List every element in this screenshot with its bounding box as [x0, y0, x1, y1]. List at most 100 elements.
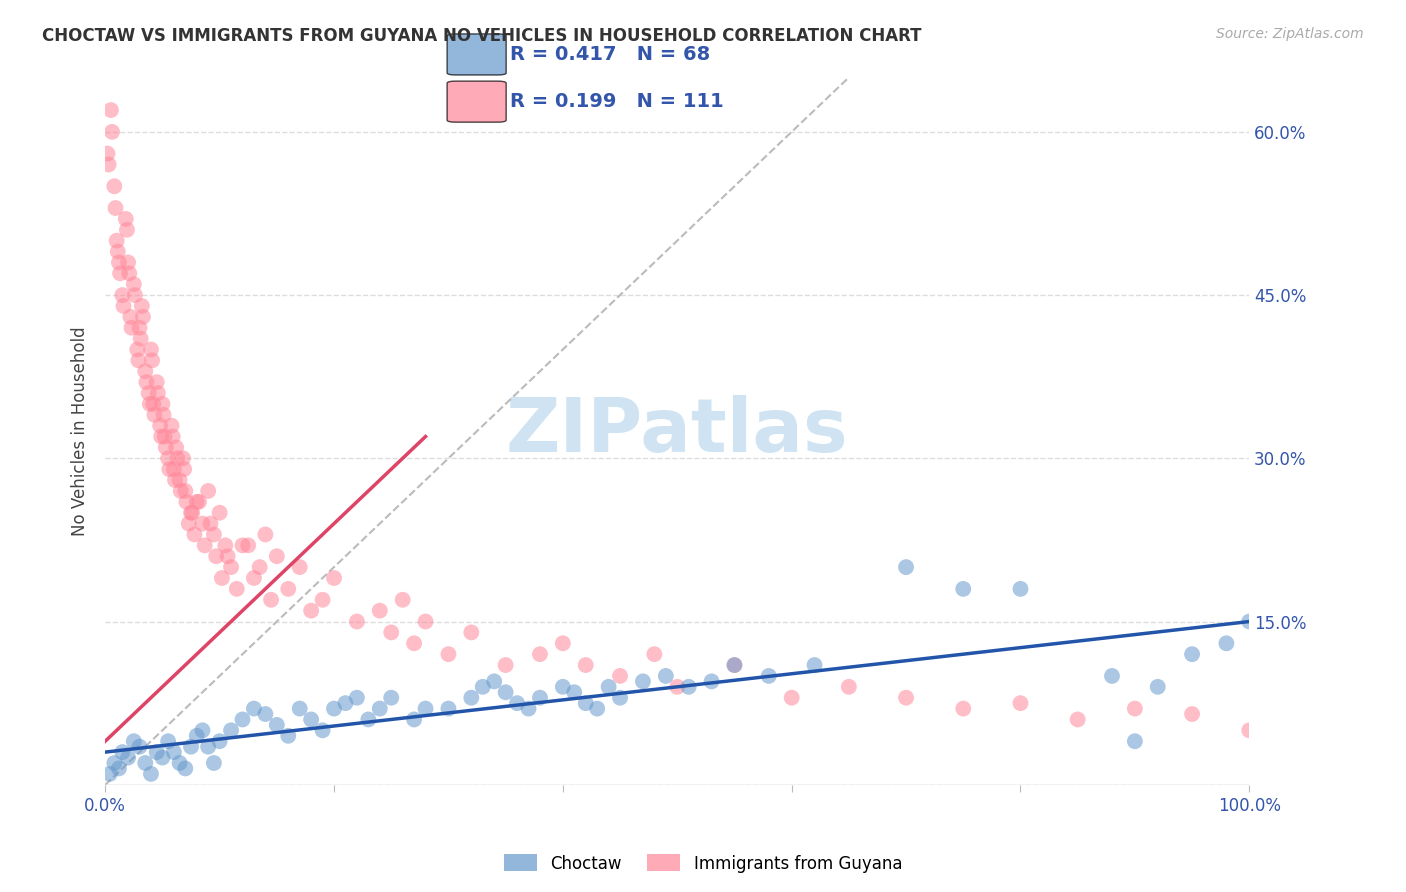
Point [249, 560, 271, 574]
Point [311, 592, 333, 607]
Point [357, 713, 380, 727]
Point [609, 690, 631, 705]
Point [103, 756, 125, 770]
Point [1146, 680, 1168, 694]
Point [170, 483, 193, 498]
Point [104, 201, 127, 215]
Point [202, 527, 225, 541]
Point [155, 441, 177, 455]
Point [150, 429, 173, 443]
Point [117, 255, 139, 269]
Point [169, 473, 191, 487]
Point [1010, 582, 1032, 596]
Point [142, 397, 165, 411]
Point [952, 701, 974, 715]
Point [1215, 636, 1237, 650]
Point [186, 729, 208, 743]
Point [152, 750, 174, 764]
Point [238, 538, 260, 552]
Point [108, 255, 131, 269]
Point [346, 690, 368, 705]
Point [108, 761, 131, 775]
Point [121, 320, 143, 334]
Point [758, 669, 780, 683]
Point [211, 571, 233, 585]
Point [562, 685, 585, 699]
Point [127, 353, 149, 368]
Point [288, 560, 311, 574]
Point [174, 483, 197, 498]
Point [115, 223, 138, 237]
Point [288, 701, 311, 715]
Point [678, 680, 700, 694]
Text: Source: ZipAtlas.com: Source: ZipAtlas.com [1216, 27, 1364, 41]
Point [105, 234, 128, 248]
Point [404, 713, 426, 727]
Point [254, 706, 277, 721]
Point [437, 701, 460, 715]
Point [114, 211, 136, 226]
Point [134, 756, 156, 770]
Point [134, 364, 156, 378]
Point [100, 103, 122, 117]
Point [219, 560, 242, 574]
Point [157, 734, 180, 748]
Point [138, 386, 160, 401]
Point [460, 690, 482, 705]
Point [1123, 701, 1146, 715]
Point [205, 549, 228, 564]
Point [174, 761, 197, 775]
Point [129, 332, 152, 346]
Point [323, 701, 346, 715]
Point [101, 125, 124, 139]
Point [183, 527, 205, 541]
Point [191, 516, 214, 531]
Point [177, 516, 200, 531]
Point [391, 592, 413, 607]
Point [1181, 706, 1204, 721]
Point [299, 604, 322, 618]
Point [894, 690, 917, 705]
Point [575, 658, 598, 673]
Point [160, 418, 183, 433]
Point [598, 680, 620, 694]
Point [723, 658, 745, 673]
Point [631, 674, 654, 689]
Point [208, 506, 231, 520]
Point [838, 680, 860, 694]
Text: R = 0.199   N = 111: R = 0.199 N = 111 [510, 92, 724, 112]
Point [471, 680, 494, 694]
Point [163, 462, 186, 476]
Point [299, 713, 322, 727]
Point [643, 647, 665, 661]
Point [437, 647, 460, 661]
Point [162, 429, 184, 443]
Point [111, 288, 134, 302]
Point [128, 739, 150, 754]
Point [609, 669, 631, 683]
Point [1010, 696, 1032, 710]
Point [214, 538, 236, 552]
Point [217, 549, 239, 564]
Point [323, 571, 346, 585]
Point [163, 473, 186, 487]
Point [311, 723, 333, 738]
Point [586, 701, 609, 715]
Point [180, 739, 202, 754]
Point [127, 343, 149, 357]
Point [243, 701, 266, 715]
Point [551, 636, 574, 650]
Point [335, 696, 357, 710]
Point [666, 680, 689, 694]
Point [368, 604, 391, 618]
Point [404, 636, 426, 650]
Point [517, 701, 540, 715]
Point [108, 266, 131, 280]
Point [482, 674, 505, 689]
Point [266, 718, 288, 732]
Point [197, 483, 219, 498]
Point [415, 701, 437, 715]
Point [120, 310, 142, 324]
Point [495, 685, 517, 699]
Point [260, 592, 283, 607]
